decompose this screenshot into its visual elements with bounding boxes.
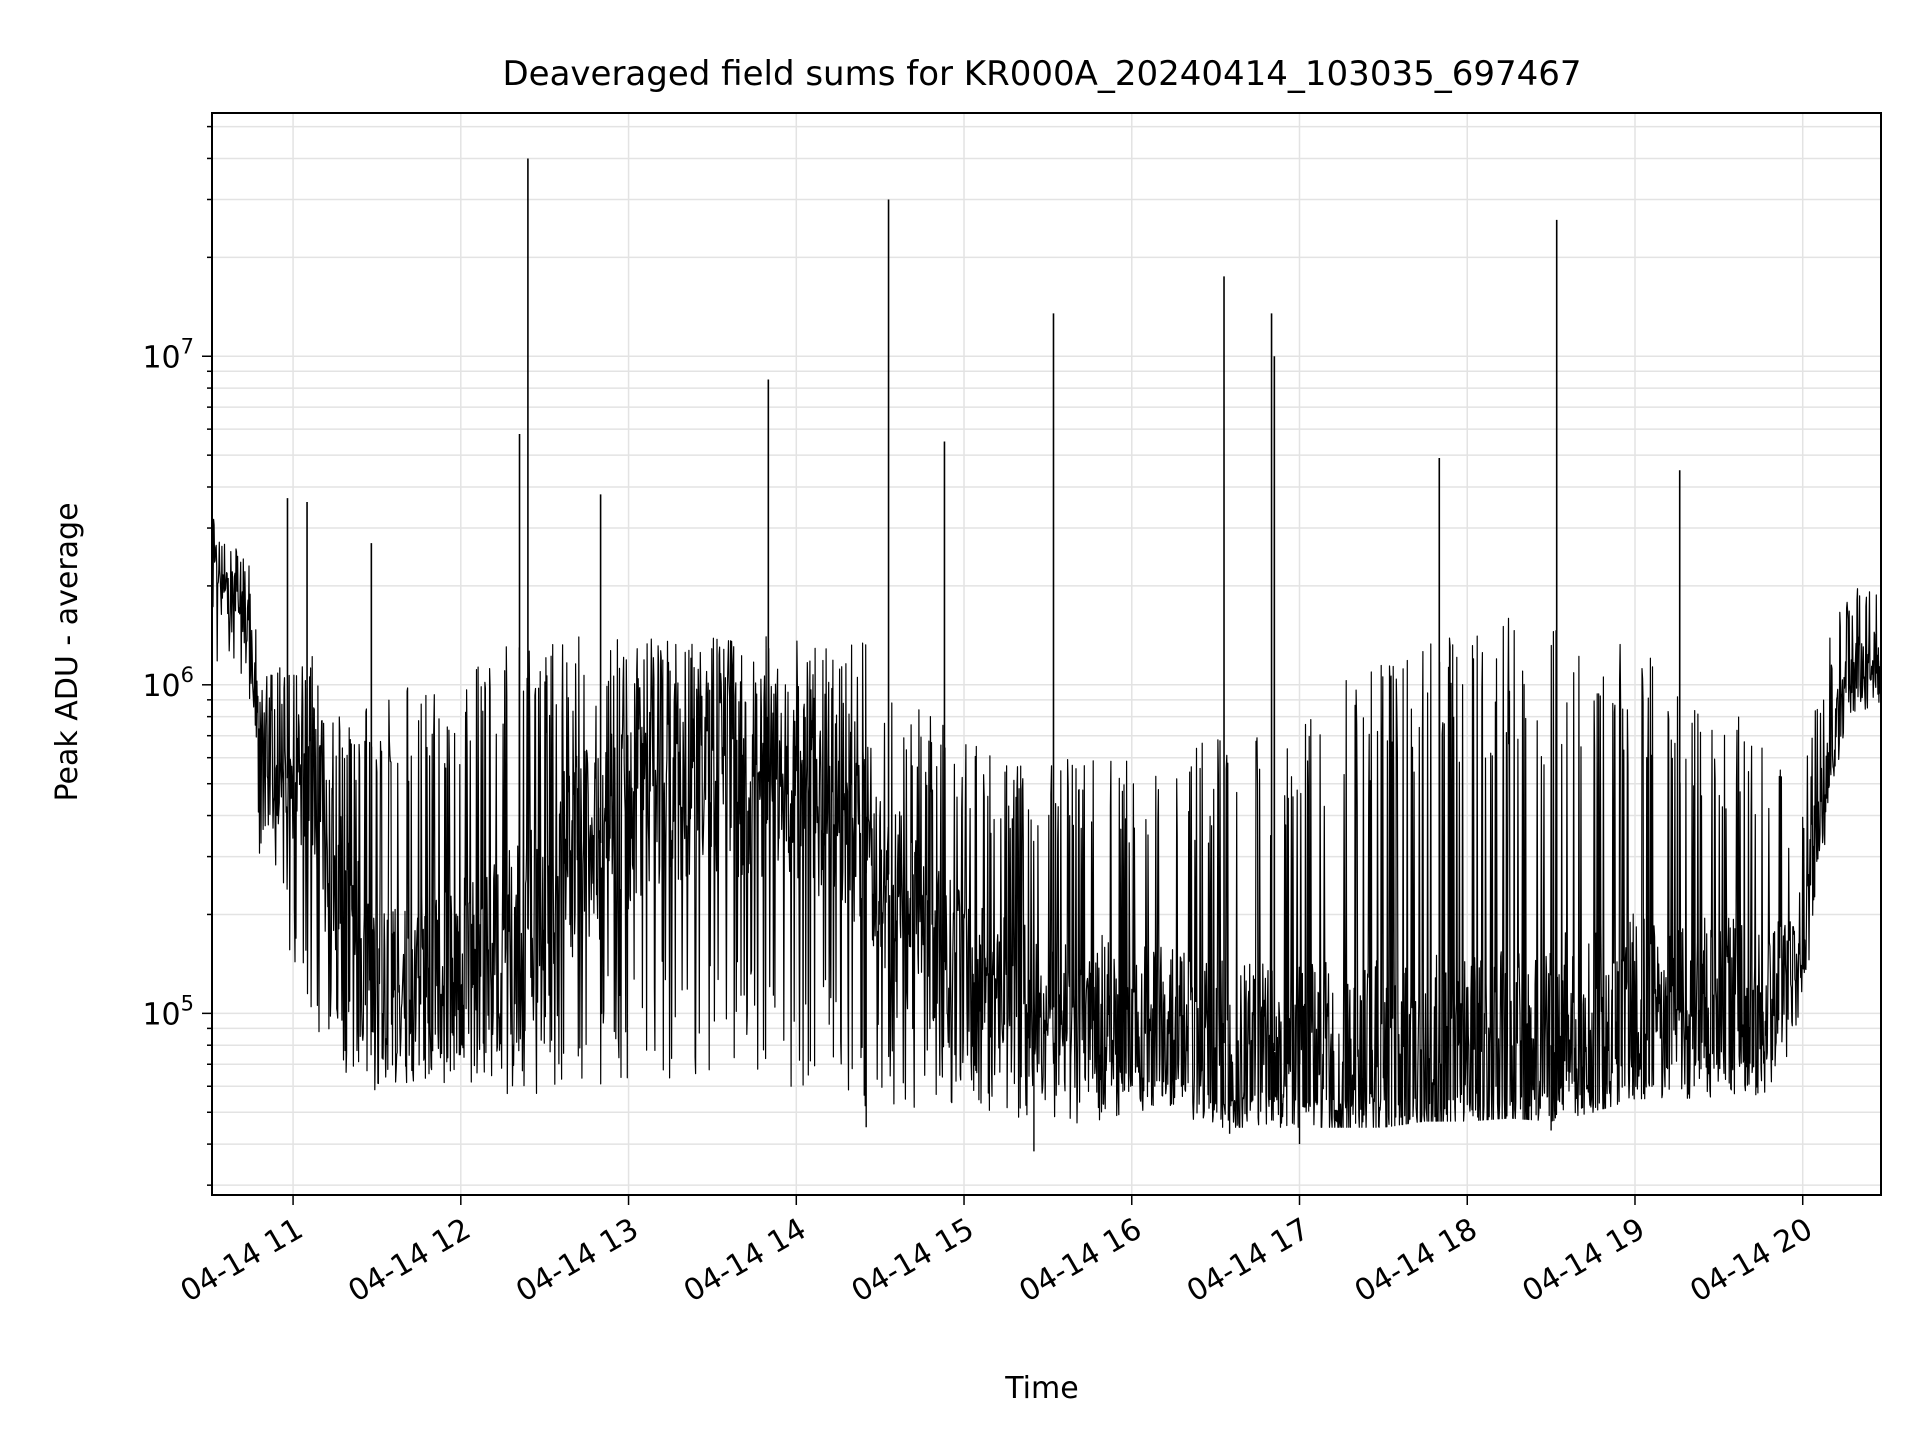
- y-axis: 105 106 107: [142, 125, 212, 1186]
- x-axis-label: Time: [1004, 1371, 1078, 1406]
- chart-title: Deaveraged field sums for KR000A_2024041…: [502, 54, 1581, 94]
- y-tick-label: 105: [142, 991, 194, 1032]
- series-line: [211, 518, 1882, 1128]
- y-tick-label: 106: [142, 663, 194, 704]
- y-axis-label: Peak ADU - average: [50, 502, 85, 801]
- y-tick-label: 107: [142, 334, 194, 375]
- data-series: [211, 158, 1882, 1152]
- plot-frame: [211, 112, 1882, 1196]
- plot-area: [211, 112, 1882, 1196]
